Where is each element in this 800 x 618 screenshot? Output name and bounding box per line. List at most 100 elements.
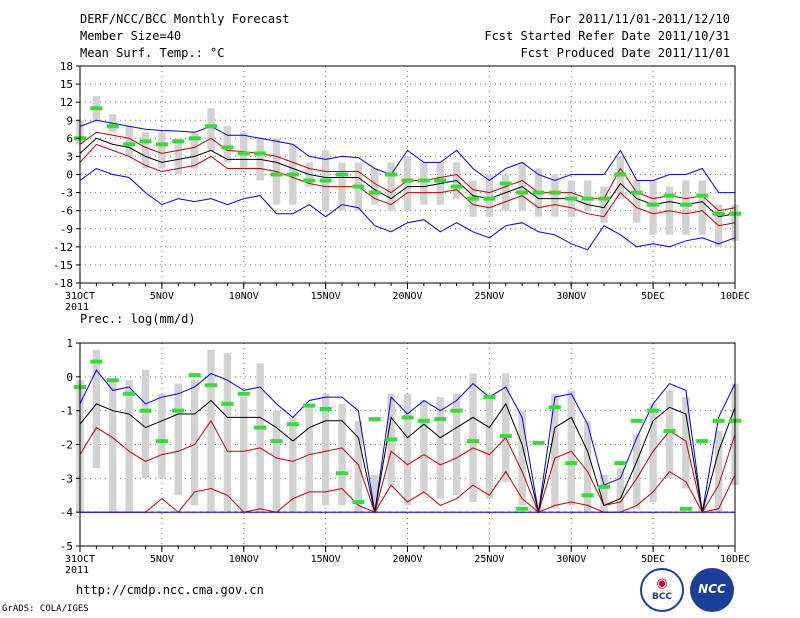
precip-ensemble-bar xyxy=(665,390,674,479)
temp-ensemble-bar xyxy=(207,108,215,151)
precip-observed-marker xyxy=(532,440,545,445)
temp-observed-marker xyxy=(516,190,529,195)
precip-observed-marker xyxy=(401,415,414,420)
precip-ensemble-bar xyxy=(141,370,150,479)
temp-series-min xyxy=(79,167,736,251)
temp-series-max xyxy=(79,119,735,194)
precip-observed-marker xyxy=(647,408,660,413)
temp-ytick-label: 6 xyxy=(66,132,73,145)
precip-ensemble-bar xyxy=(485,393,494,499)
temp-ytick-label: 0 xyxy=(66,169,73,182)
temp-ensemble-bar xyxy=(223,126,232,163)
precip-observed-marker xyxy=(205,383,217,388)
precip-observed-marker xyxy=(155,439,168,444)
temp-observed-marker xyxy=(532,190,545,195)
variable-label: Mean Surf. Temp.: °C xyxy=(80,46,225,60)
temp-ensemble-bar xyxy=(616,156,625,199)
temp-observed-marker xyxy=(303,178,316,183)
precip-ensemble-bar xyxy=(567,390,575,506)
temp-ensemble-bar xyxy=(485,174,494,217)
temp-xtick-label: 5NOV xyxy=(150,291,174,302)
precip-series-mean xyxy=(79,399,736,513)
precip-observed-marker xyxy=(663,428,676,433)
started-date: Fcst Started Refer Date 2011/10/31 xyxy=(484,29,730,43)
temp-xtick-label: 10NOV xyxy=(229,291,259,302)
bcc-logo-text: BCC xyxy=(651,592,673,602)
precip-ensemble-bar xyxy=(272,410,281,513)
precip-ensemble-bar xyxy=(354,420,363,513)
precip-observed-marker xyxy=(630,418,643,423)
temp-xtick-label: 5DEC xyxy=(641,291,665,302)
temp-observed-marker xyxy=(205,124,217,129)
temp-observed-marker xyxy=(467,196,479,201)
precip-ensemble-bar xyxy=(256,363,264,513)
temp-xtick-label: 31OCT xyxy=(65,291,95,302)
temp-ensemble-bar xyxy=(649,180,657,235)
precip-observed-marker xyxy=(336,471,348,476)
precip-ytick-label: -4 xyxy=(60,506,74,519)
precip-ensemble-bar xyxy=(321,393,330,506)
temp-ytick-label: -6 xyxy=(60,205,73,218)
temp-observed-marker xyxy=(565,196,578,201)
temp-observed-marker xyxy=(663,193,676,198)
member-size: Member Size=40 xyxy=(80,29,182,43)
precip-ytick-label: 0 xyxy=(66,371,73,384)
temp-ensemble-bar xyxy=(633,180,641,223)
precip-xtick-label: 31OCT xyxy=(65,554,95,565)
source-url[interactable]: http://cmdp.ncc.cma.gov.cn xyxy=(76,583,264,597)
temp-observed-marker xyxy=(254,151,267,156)
precip-ensemble-bar xyxy=(158,393,166,479)
precip-ytick-label: 1 xyxy=(66,337,73,350)
precip-ensemble-bar xyxy=(469,373,477,503)
precip-xtick-label: 25NOV xyxy=(474,554,504,565)
temp-ensemble-bar xyxy=(190,132,199,169)
temp-observed-marker xyxy=(270,172,283,177)
temp-ensemble-bar xyxy=(240,132,248,169)
grads-credit: GrADS: COLA/IGES xyxy=(2,604,89,614)
bcc-logo: ◉ BCC xyxy=(640,568,684,612)
precip-xtick-label: 5DEC xyxy=(641,554,665,565)
precip-ytick-label: -5 xyxy=(60,540,73,553)
precip-observed-marker xyxy=(286,422,299,427)
temp-observed-marker xyxy=(123,142,136,147)
precip-series-lower xyxy=(80,470,736,513)
precip-ensemble-bar xyxy=(600,474,608,513)
temp-ensemble-bar xyxy=(174,138,182,175)
temp-ytick-label: -3 xyxy=(60,187,73,200)
forecast-period: For 2011/11/01-2011/12/10 xyxy=(549,12,730,26)
temp-series-lower xyxy=(79,143,736,227)
precip-ensemble-bar xyxy=(616,468,625,513)
temp-observed-marker xyxy=(712,211,725,216)
temp-ensemble-bar xyxy=(420,162,428,205)
precip-observed-marker xyxy=(123,391,136,396)
temp-observed-marker xyxy=(434,178,447,183)
precip-ensemble-bar xyxy=(207,349,215,513)
temp-ytick-label: 18 xyxy=(60,60,73,73)
temp-observed-marker xyxy=(106,124,119,129)
temp-observed-marker xyxy=(647,202,660,207)
temp-ensemble-bar xyxy=(551,174,559,217)
precip-observed-marker xyxy=(467,439,479,444)
temp-observed-marker xyxy=(679,202,692,207)
precip-observed-marker xyxy=(303,403,316,408)
bcc-swirl-icon: ◉ xyxy=(656,576,668,591)
precip-xtick-label: 30NOV xyxy=(556,554,586,565)
precip-observed-marker xyxy=(565,461,578,466)
precip-observed-marker xyxy=(188,373,201,378)
temp-ensemble-bar xyxy=(698,180,706,235)
precip-observed-marker xyxy=(548,405,561,410)
precip-observed-marker xyxy=(319,406,332,411)
temp-xtick-label: 10DEC xyxy=(720,291,750,302)
temp-observed-marker xyxy=(696,193,709,198)
ncc-logo: NCC xyxy=(690,568,734,612)
precip-observed-marker xyxy=(598,484,610,489)
precip-ensemble-bar xyxy=(551,393,559,509)
temp-ytick-label: -12 xyxy=(53,241,73,254)
precip-ensemble-bar xyxy=(338,403,346,506)
precip-observed-marker xyxy=(352,500,365,505)
temp-ytick-label: 3 xyxy=(66,150,73,163)
temp-observed-marker xyxy=(614,172,627,177)
